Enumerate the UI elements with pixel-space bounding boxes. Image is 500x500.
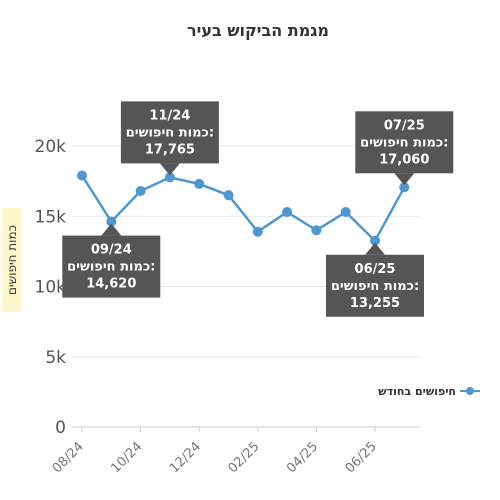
tooltip-box bbox=[120, 101, 219, 164]
tooltip-box bbox=[326, 254, 424, 317]
tooltip-box bbox=[355, 111, 454, 174]
legend-label: חיפושים בחודש bbox=[378, 385, 456, 398]
tooltip-line: 06/25 bbox=[355, 262, 396, 277]
data-point[interactable] bbox=[252, 226, 263, 237]
tooltip-line: 13,255 bbox=[350, 296, 400, 311]
series-layer bbox=[77, 170, 410, 246]
x-tick-label: 06/25 bbox=[343, 439, 380, 476]
data-point[interactable] bbox=[164, 172, 175, 183]
tooltip-line: כמות חיפושים: bbox=[67, 260, 155, 275]
y-tick-label: 5k bbox=[45, 348, 66, 368]
tooltip-line: כמות חיפושים: bbox=[126, 125, 214, 140]
data-point[interactable] bbox=[399, 182, 410, 193]
tooltip-line: כמות חיפושים: bbox=[360, 135, 448, 150]
tooltip-line: 07/25 bbox=[384, 118, 425, 133]
chart-title: מגמת הביקוש בעיר bbox=[187, 21, 329, 40]
data-point[interactable] bbox=[282, 207, 293, 218]
annotation-tooltip: 09/24 כמות חיפושים: 14,620 bbox=[62, 223, 161, 298]
tooltip-line: 14,620 bbox=[86, 277, 136, 292]
tooltip-pointer bbox=[101, 223, 122, 236]
data-point[interactable] bbox=[340, 207, 351, 218]
annotation-tooltip: 07/25 כמות חיפושים: 17,060 bbox=[355, 111, 454, 186]
tooltip-pointer bbox=[159, 163, 180, 176]
y-ticks: 0 5k 10k 15k 20k bbox=[35, 137, 67, 438]
annotation-tooltip: 11/24 כמות חיפושים: 17,765 bbox=[120, 101, 219, 176]
y-tick-label: 20k bbox=[35, 137, 67, 157]
y-axis-label-box: כמות חיפושים bbox=[2, 208, 22, 312]
x-tick-label: 12/24 bbox=[167, 439, 204, 476]
x-tick-label: 08/24 bbox=[50, 439, 87, 476]
data-point[interactable] bbox=[106, 216, 117, 227]
series-line bbox=[80, 174, 406, 243]
legend-marker-icon bbox=[466, 387, 474, 395]
x-tick-label: 02/25 bbox=[226, 439, 263, 476]
x-ticks: 08/24 10/24 12/24 02/25 04/25 06/25 bbox=[50, 427, 380, 476]
tooltip-pointer bbox=[394, 173, 415, 186]
data-point[interactable] bbox=[311, 225, 322, 236]
x-tick-label: 04/25 bbox=[284, 439, 321, 476]
y-tick-label: 10k bbox=[35, 278, 67, 298]
data-point[interactable] bbox=[223, 190, 234, 201]
tooltip-line: 17,765 bbox=[145, 142, 195, 157]
tooltip-box bbox=[62, 235, 161, 298]
tooltip-pointer bbox=[365, 242, 385, 255]
y-tick-label: 15k bbox=[35, 207, 67, 227]
annotations-layer: 11/24 כמות חיפושים: 17,765 09/24 כמות חיפושי… bbox=[62, 101, 454, 317]
data-point[interactable] bbox=[194, 178, 205, 189]
legend[interactable]: חיפושים בחודש bbox=[378, 385, 480, 398]
tooltip-line: 09/24 bbox=[91, 243, 132, 258]
tooltip-line: 11/24 bbox=[149, 108, 190, 123]
x-tick-label: 10/24 bbox=[108, 439, 145, 476]
annotation-tooltip: 06/25 כמות חיפושים: 13,255 bbox=[326, 242, 424, 317]
data-point[interactable] bbox=[135, 185, 146, 196]
tooltip-line: כמות חיפושים: bbox=[331, 279, 419, 294]
data-point[interactable] bbox=[77, 170, 87, 181]
tooltip-line: 17,060 bbox=[379, 152, 429, 167]
y-tick-label: 0 bbox=[55, 418, 66, 438]
data-point[interactable] bbox=[370, 235, 380, 246]
